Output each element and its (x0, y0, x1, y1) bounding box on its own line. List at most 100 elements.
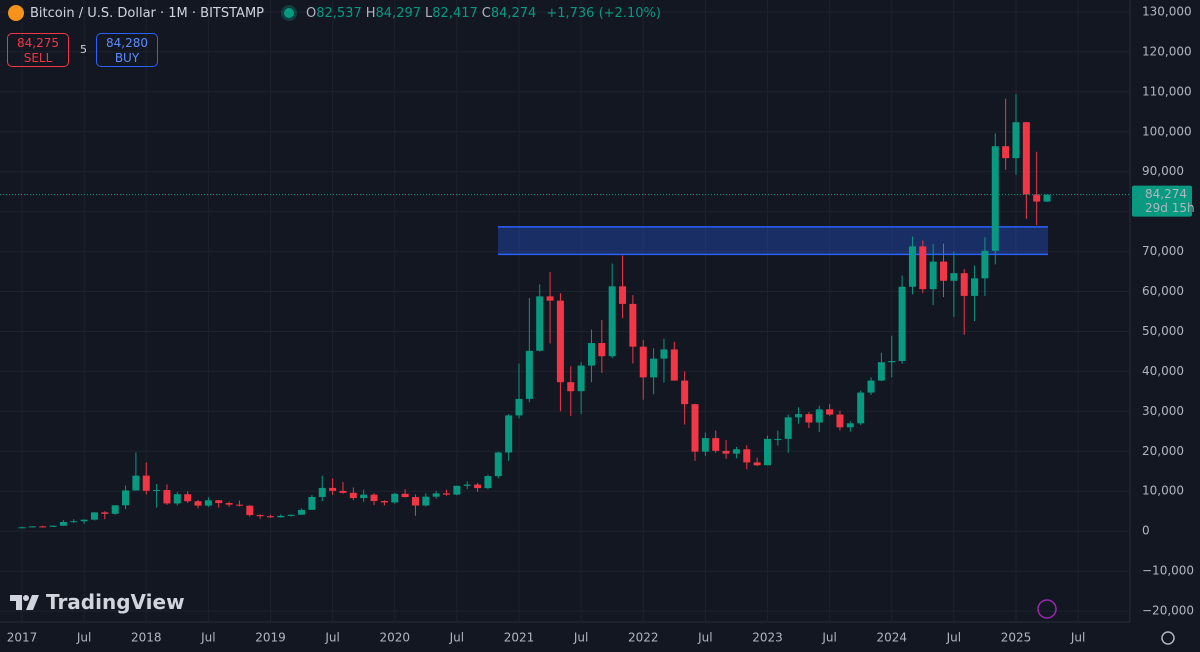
x-tick-label: Jul (1070, 631, 1085, 645)
x-tick-label: 2022 (628, 631, 659, 645)
sell-label: SELL (23, 51, 53, 65)
market-status (284, 8, 294, 18)
candle-body (981, 250, 989, 279)
candle-body (225, 503, 233, 505)
price-tag-countdown: 29d 15h (1145, 201, 1195, 215)
candle-body (308, 496, 316, 510)
candle-body (401, 493, 409, 498)
coin-icon (8, 5, 24, 21)
candle-body (380, 501, 388, 503)
y-tick-label: 120,000 (1142, 44, 1192, 58)
candle-body (763, 438, 771, 466)
candle-body (298, 509, 306, 515)
candle-body (370, 494, 378, 502)
watermark-text: TradingView (46, 590, 185, 614)
y-tick-label: 60,000 (1142, 284, 1184, 298)
candle-body (805, 414, 813, 423)
x-tick-label: Jul (200, 631, 215, 645)
sell-button[interactable]: 84,275 SELL (7, 33, 69, 67)
settings-icon[interactable] (1161, 631, 1175, 645)
candle-body (266, 516, 274, 518)
candle-body (908, 246, 916, 287)
buy-button[interactable]: 84,280 BUY (96, 33, 158, 67)
candle-body (184, 494, 192, 502)
candle-body (18, 527, 26, 529)
y-tick-label: 100,000 (1142, 124, 1192, 138)
y-tick-label: 10,000 (1142, 484, 1184, 498)
candle-body (722, 450, 730, 454)
candle-body (49, 525, 57, 527)
candle-body (753, 462, 761, 466)
candle-body (556, 300, 564, 383)
candle-body (246, 505, 254, 516)
buy-label: BUY (114, 51, 140, 65)
candle-body (339, 490, 347, 493)
candle-body (173, 494, 181, 504)
candle-body (598, 343, 606, 357)
candle-body (101, 512, 109, 514)
candle-body (163, 490, 171, 504)
candle-body (619, 286, 627, 304)
y-tick-label: −10,000 (1142, 564, 1194, 578)
sell-price: 84,275 (17, 36, 59, 50)
candle-body (836, 414, 844, 428)
symbol-title[interactable]: Bitcoin / U.S. Dollar · 1M · BITSTAMP (30, 5, 264, 21)
candle-body (204, 500, 212, 506)
candle-body (515, 398, 523, 416)
candle-body (505, 415, 513, 453)
candle-body (349, 492, 357, 499)
candle-body (194, 501, 202, 506)
candle-body (536, 296, 544, 351)
candle-body (525, 350, 533, 399)
candle-body (950, 273, 958, 281)
candle-body (929, 261, 937, 290)
candle-body (1033, 194, 1041, 202)
y-tick-label: −20,000 (1142, 604, 1194, 618)
candle-body (70, 521, 78, 523)
candle-body (318, 487, 326, 497)
grid (0, 0, 1130, 622)
candle-body (940, 261, 948, 281)
candle-body (153, 490, 161, 492)
candle-body (639, 346, 647, 378)
candle-body (743, 449, 751, 463)
candle-body (391, 493, 399, 503)
candle-body (132, 475, 140, 491)
candle-body (567, 382, 575, 392)
x-tick-label: Jul (324, 631, 339, 645)
candle-body (546, 296, 554, 301)
candle-body (608, 286, 616, 357)
watermark: TradingView (10, 590, 185, 614)
price-tag (1132, 185, 1192, 217)
candle-body (1022, 122, 1030, 195)
x-tick-label: 2023 (752, 631, 783, 645)
y-tick-label: 90,000 (1142, 164, 1184, 178)
candle-body (629, 303, 637, 347)
x-tick-label: 2020 (379, 631, 410, 645)
candle-body (991, 146, 999, 251)
y-tick-label: 70,000 (1142, 244, 1184, 258)
candle-body (484, 476, 492, 489)
x-tick-label: Jul (946, 631, 961, 645)
candle-body (360, 494, 368, 499)
candle-body (857, 392, 865, 424)
candle-body (1012, 122, 1020, 159)
candle-body (846, 423, 854, 428)
candle-body (111, 505, 119, 514)
x-tick-label: 2021 (504, 631, 535, 645)
symbol-header: Bitcoin / U.S. Dollar · 1M · BITSTAMP O 8… (8, 5, 665, 21)
candle-body (90, 512, 98, 520)
candle-body (670, 349, 678, 381)
x-tick-label: 2019 (255, 631, 286, 645)
candle-body (287, 514, 295, 516)
ohlc-value: 82,417 (432, 5, 478, 21)
candle-body (277, 515, 285, 518)
candle-body (122, 490, 130, 506)
assistant-icon[interactable] (1037, 599, 1057, 619)
y-tick-label: 0 (1142, 524, 1150, 538)
candle-body (463, 484, 471, 486)
candle-body (826, 409, 834, 415)
ohlc-key: O (306, 5, 317, 21)
